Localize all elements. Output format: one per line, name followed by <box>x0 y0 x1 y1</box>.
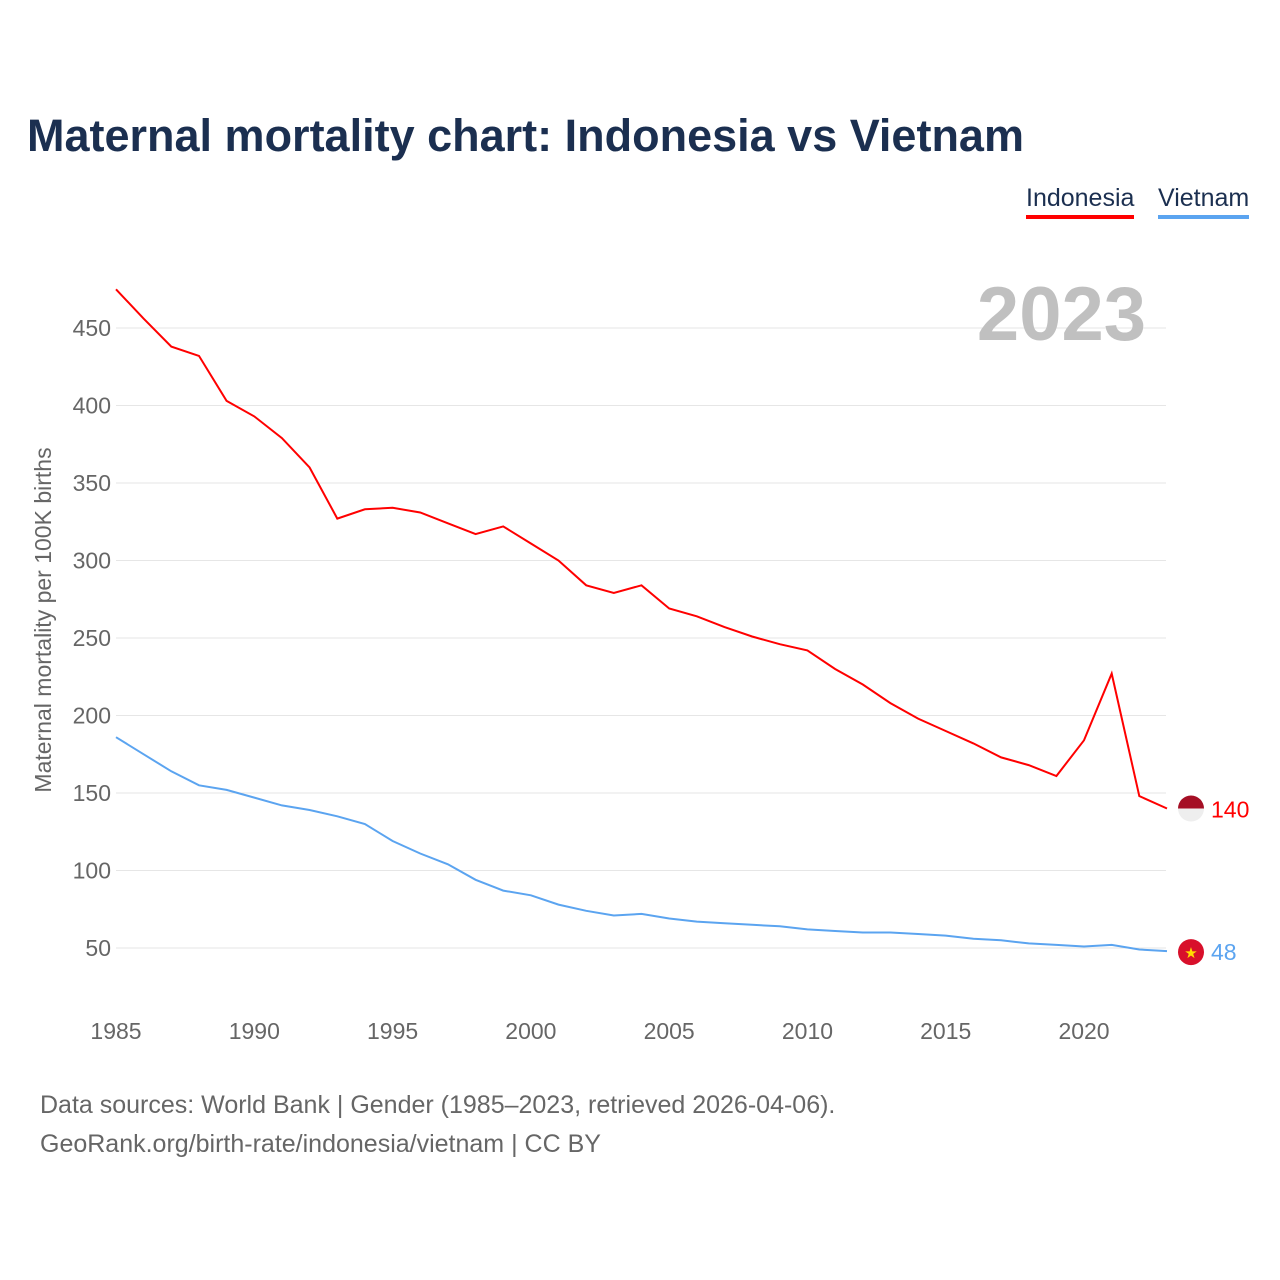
x-tick-label: 1985 <box>90 1018 141 1044</box>
x-tick-label: 2015 <box>920 1018 971 1044</box>
y-tick-label: 400 <box>73 393 111 419</box>
y-tick-label: 350 <box>73 470 111 496</box>
footer-line-2[interactable]: GeoRank.org/birth-rate/indonesia/vietnam… <box>40 1130 601 1158</box>
y-tick-label: 50 <box>85 935 111 961</box>
y-axis-ticks: 50 100 150 200 250 300 350 400 450 <box>73 315 111 961</box>
line-vietnam <box>115 736 1168 953</box>
x-tick-label: 2020 <box>1058 1018 1109 1044</box>
series-end-markers: 140 ★ 48 <box>1178 795 1249 966</box>
x-axis-ticks: 1985 1990 1995 2000 2005 2010 2015 2020 <box>90 1018 1109 1044</box>
legend-vietnam[interactable]: Vietnam <box>1158 184 1250 219</box>
y-axis-label: Maternal mortality per 100K births <box>30 447 56 792</box>
year-watermark: 2023 <box>977 272 1146 357</box>
series-lines <box>115 288 1168 953</box>
chart-title: Maternal mortality chart: Indonesia vs V… <box>27 110 1024 161</box>
y-tick-label: 450 <box>73 315 111 341</box>
gridlines <box>116 327 1166 949</box>
flag-indonesia-icon <box>1178 795 1204 822</box>
x-tick-label: 2005 <box>644 1018 695 1044</box>
y-tick-label: 250 <box>73 625 111 651</box>
svg-text:★: ★ <box>1184 945 1197 962</box>
x-tick-label: 1995 <box>367 1018 418 1044</box>
footer-sources: Data sources: World Bank | Gender (1985–… <box>40 1086 835 1164</box>
line-indonesia <box>115 288 1168 810</box>
y-tick-label: 150 <box>73 780 111 806</box>
x-tick-label: 2000 <box>505 1018 556 1044</box>
end-label-vietnam: 48 <box>1211 939 1237 965</box>
y-tick-label: 200 <box>73 703 111 729</box>
x-tick-label: 1990 <box>229 1018 280 1044</box>
legend-indonesia[interactable]: Indonesia <box>1026 184 1135 219</box>
end-label-indonesia: 140 <box>1211 797 1249 823</box>
y-tick-label: 300 <box>73 548 111 574</box>
flag-vietnam-icon: ★ <box>1178 939 1204 966</box>
footer-line-1: Data sources: World Bank | Gender (1985–… <box>40 1091 836 1119</box>
x-tick-label: 2010 <box>782 1018 833 1044</box>
y-tick-label: 100 <box>73 858 111 884</box>
